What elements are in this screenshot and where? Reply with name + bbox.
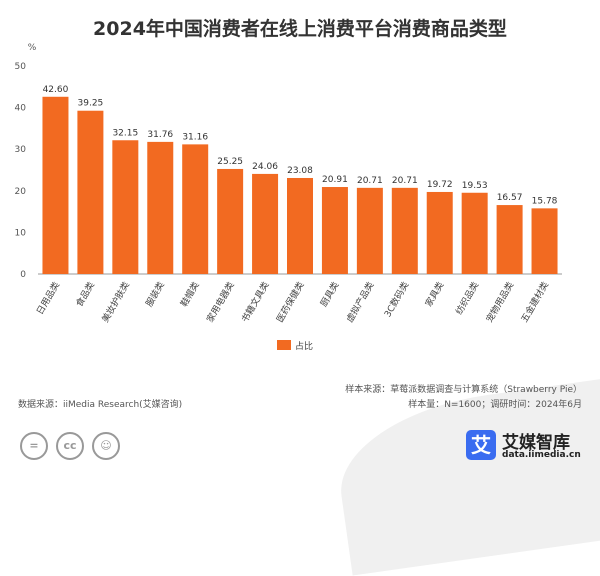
- y-tick-label: 50: [15, 62, 27, 72]
- bar-11: [391, 187, 418, 274]
- data-label: 24.06: [252, 162, 278, 172]
- data-label: 19.72: [427, 180, 453, 190]
- bar-6: [217, 168, 244, 274]
- x-tick-label: 食品类: [73, 280, 97, 309]
- data-label: 31.76: [147, 130, 173, 140]
- x-tick-label: 纺织品类: [453, 279, 481, 316]
- x-tick-label: 书籍文具类: [239, 280, 272, 325]
- legend-swatch: [277, 340, 291, 350]
- cc-icon: cc: [56, 432, 84, 460]
- data-source: 数据来源：iiMedia Research(艾媒咨询): [18, 400, 183, 410]
- sample-size: 样本量：N=1600；调研时间：2024年6月: [408, 400, 582, 410]
- data-label: 19.53: [462, 181, 488, 191]
- bar-13: [461, 192, 488, 274]
- legend-label: 占比: [295, 340, 313, 352]
- x-tick-label: 日用品类: [34, 280, 62, 317]
- data-label: 39.25: [78, 99, 104, 109]
- y-axis-unit: %: [28, 43, 37, 53]
- cc-by-icon: ☺: [92, 432, 120, 460]
- bar-8: [287, 177, 313, 274]
- x-tick-label: 家具类: [422, 280, 446, 309]
- x-tick-label: 五金建材类: [518, 280, 551, 325]
- bar-5: [182, 144, 209, 274]
- data-label: 20.91: [322, 175, 348, 185]
- sample-source: 样本来源：草莓派数据调查与计算系统（Strawberry Pie）: [345, 385, 582, 395]
- data-label: 20.71: [392, 176, 418, 186]
- data-label: 15.78: [532, 196, 558, 206]
- x-tick-label: 虚拟产品类: [344, 280, 377, 325]
- bar-9: [321, 187, 348, 274]
- y-tick-label: 40: [15, 104, 27, 114]
- x-tick-label: 宠物用品类: [483, 280, 516, 325]
- bar-10: [356, 187, 383, 274]
- bar-2: [77, 110, 104, 274]
- data-label: 42.60: [43, 85, 69, 95]
- x-tick-label: 服装类: [143, 280, 167, 309]
- cc-nd-icon: =: [20, 432, 48, 460]
- bar-7: [252, 173, 279, 274]
- x-tick-label: 医药保健类: [274, 280, 307, 325]
- data-label: 25.25: [217, 157, 243, 167]
- x-tick-label: 厨具类: [318, 280, 342, 309]
- bar-1: [42, 96, 69, 274]
- bar-12: [426, 191, 453, 274]
- data-label: 32.15: [112, 128, 138, 138]
- bar-chart: % 0 10 20 30 40 50 42.60 日用品类 39.25 食品类 32.15 美妆护肤类 3…: [15, 43, 562, 352]
- x-tick-label: 3C数码类: [381, 280, 411, 320]
- data-label: 23.08: [287, 166, 313, 176]
- y-tick-label: 30: [15, 145, 27, 155]
- x-tick-label: 美妆护肤类: [99, 280, 132, 325]
- y-tick-label: 10: [15, 228, 27, 238]
- data-label: 20.71: [357, 176, 383, 186]
- bar-15: [531, 208, 558, 274]
- bar-4: [147, 141, 174, 274]
- y-tick-label: 20: [15, 187, 27, 197]
- data-label: 16.57: [497, 193, 523, 203]
- bar-14: [496, 205, 523, 274]
- x-tick-label: 家用电器类: [204, 280, 237, 325]
- bar-3: [112, 140, 139, 274]
- brand-logo: 艾: [466, 430, 496, 460]
- y-tick-label: 0: [20, 270, 26, 280]
- data-label: 31.16: [182, 132, 208, 142]
- brand-name: 艾媒智库: [502, 433, 570, 453]
- brand-url: data.iimedia.cn: [502, 450, 581, 460]
- chart-title: 2024年中国消费者在线上消费平台消费商品类型: [93, 18, 507, 40]
- x-tick-label: 鞋帽类: [178, 280, 202, 309]
